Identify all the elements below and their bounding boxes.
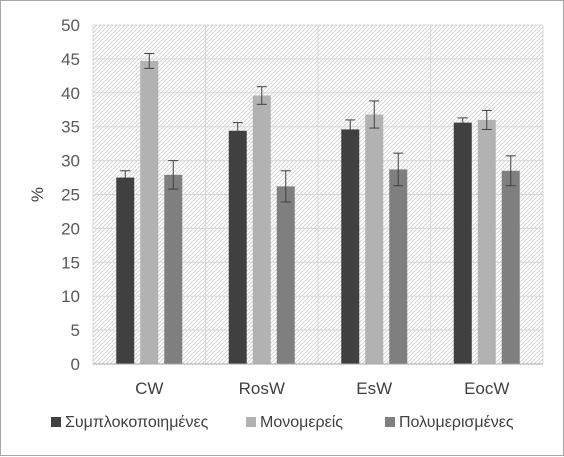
legend-label: Πολυμερισμένες [399,414,514,431]
y-tick-label: 20 [61,219,80,238]
y-tick-label: 35 [61,118,80,137]
bar [453,122,472,365]
bar [501,170,520,364]
y-tick-label: 40 [61,84,80,103]
error-bars [120,52,516,203]
x-category-label: RosW [239,379,285,398]
bar [228,130,247,364]
y-tick-label: 50 [61,16,80,35]
y-tick-label: 0 [71,355,80,374]
bar [116,177,135,364]
legend-swatch [246,417,256,427]
y-tick-label: 25 [61,186,80,205]
legend-swatch [385,417,395,427]
legend-item: Συμπλοκοποιημένες [51,414,209,431]
x-category-label: EsW [356,379,392,398]
y-tick-label: 15 [61,253,80,272]
bar [252,95,271,365]
legend-item: Μονομερείς [246,414,343,431]
bar [365,114,384,364]
legend-swatch [51,417,61,427]
y-tick-label: 10 [61,287,80,306]
legend-label: Συμπλοκοποιημένες [65,414,209,431]
bar [276,186,295,364]
legend-item: Πολυμερισμένες [385,414,514,431]
bars [116,60,520,365]
legend-label: Μονομερείς [260,414,343,431]
axes: 0 5 10 15 20 25 30 35 40 45 50 CW RosW EsW EocW [61,16,543,398]
bar [164,174,183,364]
bar [341,129,360,364]
bar [140,60,159,365]
y-axis-label: % [28,187,47,202]
legend: Συμπλοκοποιημένες Μονομερείς Πολυμερισμένε… [51,414,514,431]
y-tick-label: 5 [71,321,80,340]
x-category-label: CW [135,379,163,398]
bar [389,169,408,364]
y-tick-label: 45 [61,50,80,69]
y-tick-label: 30 [61,152,80,171]
x-category-label: EocW [464,379,509,398]
bar [477,119,496,364]
